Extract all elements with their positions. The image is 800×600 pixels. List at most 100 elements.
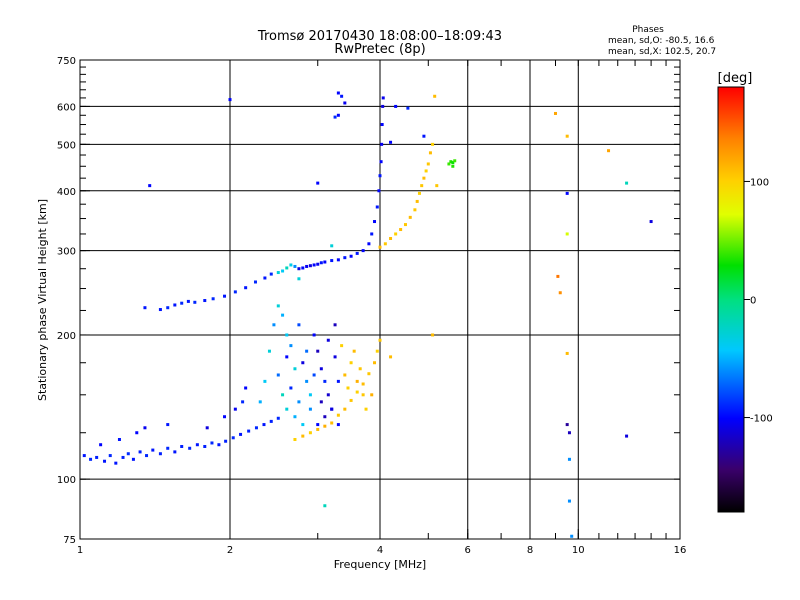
data-point	[422, 176, 426, 180]
x-tick-label: 6	[465, 545, 471, 556]
data-point	[330, 244, 334, 248]
x-tick-label: 10	[572, 545, 585, 556]
data-point	[305, 349, 309, 353]
data-point	[431, 333, 435, 337]
data-point	[323, 260, 327, 264]
data-point	[319, 261, 323, 265]
data-point	[228, 98, 232, 102]
stats-line-o: mean, sd,O: -80.5, 16.6	[608, 36, 715, 46]
data-point	[151, 448, 155, 452]
data-point	[289, 263, 293, 267]
data-point	[276, 416, 280, 420]
data-point	[293, 264, 297, 268]
x-tick-label: 16	[674, 545, 687, 556]
data-point	[352, 349, 356, 353]
data-point	[649, 220, 653, 224]
data-point	[82, 454, 86, 458]
data-point	[319, 400, 323, 404]
data-point	[145, 454, 149, 458]
colorbar: [deg] 100 0 -100	[717, 71, 773, 513]
data-point	[330, 421, 334, 425]
data-point	[336, 379, 340, 383]
data-point	[262, 423, 266, 427]
data-point	[272, 323, 276, 327]
data-point	[285, 266, 289, 270]
data-point	[355, 390, 359, 394]
data-point	[223, 294, 227, 298]
data-point	[210, 441, 214, 445]
data-point	[426, 162, 430, 166]
data-point	[625, 434, 629, 438]
data-point	[173, 303, 177, 307]
data-point	[253, 280, 257, 284]
data-point	[343, 101, 347, 105]
data-point	[254, 426, 258, 430]
data-point	[138, 450, 142, 454]
data-point	[195, 443, 199, 447]
data-point	[349, 361, 353, 365]
y-tick-label: 100	[57, 475, 76, 486]
data-point	[312, 263, 316, 267]
data-point	[343, 407, 347, 411]
data-point	[231, 436, 235, 440]
data-point	[211, 297, 215, 301]
data-point	[108, 454, 112, 458]
y-axis-label: Stationary phase Virtual Height [km]	[36, 199, 49, 401]
data-point	[333, 355, 337, 359]
y-tick-label: 200	[57, 331, 76, 342]
plot-area: 1 2 4 6 8 10 16 75 100 200 300 400 500 600 750	[57, 56, 686, 556]
data-point	[166, 446, 170, 450]
data-point	[203, 444, 207, 448]
data-point	[233, 407, 237, 411]
data-point	[319, 367, 323, 371]
data-point	[406, 106, 410, 110]
y-tick-label: 300	[57, 247, 76, 258]
data-point	[553, 111, 557, 115]
colorbar-tick-label: 0	[750, 296, 756, 307]
data-point	[394, 232, 398, 236]
data-point	[370, 232, 374, 236]
data-point	[297, 323, 301, 327]
colorbar-ticks: 100 0 -100	[744, 177, 773, 425]
data-point	[330, 407, 334, 411]
data-point	[377, 189, 381, 193]
data-point	[244, 386, 248, 390]
data-point	[114, 461, 118, 465]
data-point	[607, 149, 611, 153]
data-point	[565, 232, 569, 236]
data-point	[373, 220, 377, 224]
data-point	[333, 323, 337, 327]
data-point	[435, 184, 439, 188]
data-point	[389, 355, 393, 359]
data-point	[451, 161, 455, 165]
data-point	[186, 299, 190, 303]
data-point	[308, 407, 312, 411]
data-point	[558, 291, 562, 295]
x-tick-label: 2	[227, 545, 233, 556]
data-point	[135, 431, 139, 435]
data-point	[336, 413, 340, 417]
data-point	[95, 455, 99, 459]
data-point	[389, 140, 393, 144]
data-point	[297, 277, 301, 281]
data-point	[285, 407, 289, 411]
data-point	[166, 423, 170, 427]
data-point	[565, 191, 569, 195]
data-point	[166, 306, 170, 310]
y-tick-label: 750	[57, 56, 76, 67]
data-point	[567, 499, 571, 503]
data-point	[121, 455, 125, 459]
data-point	[361, 393, 365, 397]
data-point	[269, 272, 273, 276]
data-point	[158, 308, 162, 312]
data-point	[428, 151, 432, 155]
data-point	[367, 242, 371, 246]
y-tick-label: 400	[57, 187, 76, 198]
data-point	[323, 379, 327, 383]
data-point	[383, 242, 387, 246]
data-point	[305, 379, 309, 383]
data-point	[305, 264, 309, 268]
data-point	[293, 438, 297, 442]
data-point	[276, 373, 280, 377]
data-point	[408, 215, 412, 219]
